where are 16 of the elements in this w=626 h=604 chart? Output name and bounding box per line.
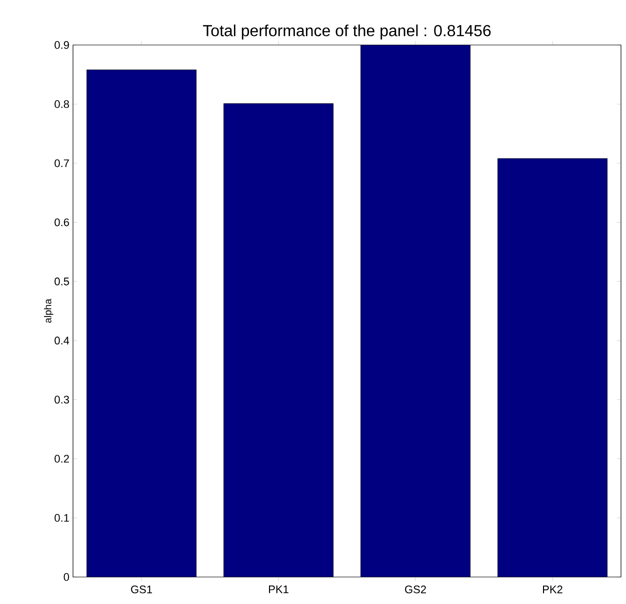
y-tick-label: 0.8 xyxy=(54,100,69,108)
y-tick-label: 0.4 xyxy=(54,336,70,344)
y-tick-label: 0.7 xyxy=(54,159,69,168)
y-axis-title: alpha xyxy=(44,298,54,323)
y-tick-label: 0.1 xyxy=(54,514,69,522)
x-tick-label: GS1 xyxy=(131,586,152,594)
y-tick-label: 0.9 xyxy=(54,41,69,49)
x-tick-label: PK1 xyxy=(269,586,288,594)
y-tick-label: 0.2 xyxy=(54,454,69,463)
y-tick-label: 0.5 xyxy=(54,278,69,286)
x-tick-label: GS2 xyxy=(405,586,426,594)
y-tick-label: 0 xyxy=(64,573,70,581)
y-tick-label: 0.3 xyxy=(54,396,69,404)
x-tick-label: PK2 xyxy=(543,586,562,594)
chart-title: Total performance of the panel : 0.81456 xyxy=(202,24,491,40)
y-tick-label: 0.6 xyxy=(54,218,69,226)
